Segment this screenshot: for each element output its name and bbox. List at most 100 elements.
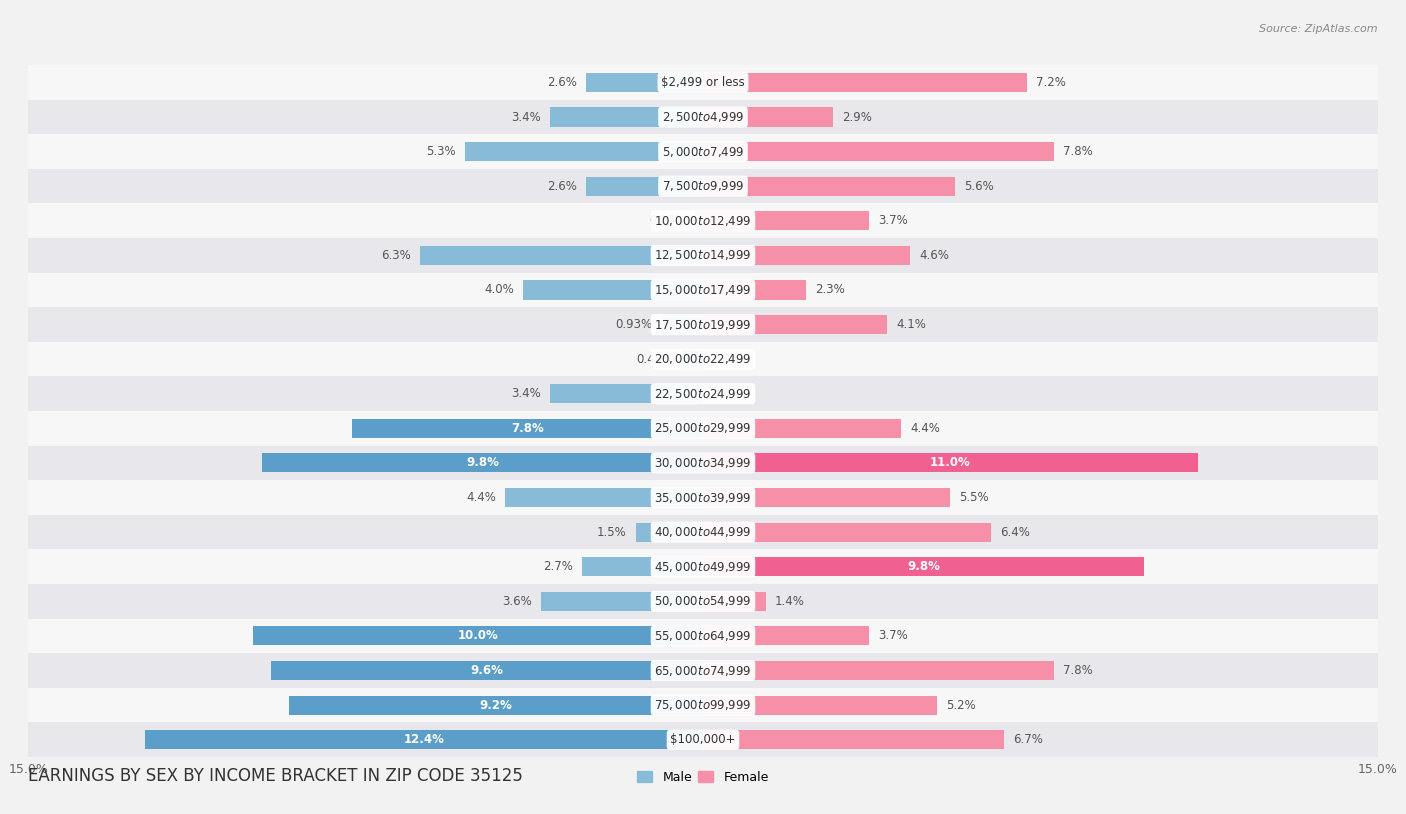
Text: 3.7%: 3.7% (879, 629, 908, 642)
Bar (28, 549, 1378, 584)
Bar (28, 307, 1378, 342)
Bar (505, 488, 703, 507)
Text: 4.4%: 4.4% (467, 491, 496, 504)
Bar (636, 523, 703, 541)
Text: 2.9%: 2.9% (842, 111, 872, 124)
Bar (703, 730, 1004, 749)
Text: $100,000+: $100,000+ (671, 733, 735, 746)
Bar (550, 107, 703, 126)
Bar (582, 558, 703, 576)
Text: 1.5%: 1.5% (596, 526, 627, 539)
Text: 1.4%: 1.4% (775, 595, 804, 608)
Text: 0.17%: 0.17% (650, 214, 686, 227)
Text: 3.7%: 3.7% (879, 214, 908, 227)
Text: 5.3%: 5.3% (426, 145, 456, 158)
Text: 3.4%: 3.4% (512, 387, 541, 400)
Text: $20,000 to $22,499: $20,000 to $22,499 (654, 352, 752, 366)
Text: 2.3%: 2.3% (815, 283, 845, 296)
Text: 0.0%: 0.0% (711, 387, 741, 400)
Text: 4.1%: 4.1% (897, 318, 927, 331)
Bar (28, 168, 1378, 204)
Text: 2.6%: 2.6% (547, 180, 576, 193)
Bar (586, 177, 703, 195)
Bar (703, 177, 955, 195)
Bar (28, 65, 1378, 99)
Bar (703, 453, 1198, 472)
Bar (262, 453, 703, 472)
Text: 7.2%: 7.2% (1036, 76, 1066, 89)
Text: Source: ZipAtlas.com: Source: ZipAtlas.com (1260, 24, 1378, 34)
Text: 9.8%: 9.8% (907, 560, 939, 573)
Text: $30,000 to $34,999: $30,000 to $34,999 (654, 456, 752, 470)
Bar (703, 315, 887, 334)
Text: 0.0%: 0.0% (711, 352, 741, 365)
Bar (703, 142, 1054, 161)
Text: 7.8%: 7.8% (1063, 664, 1092, 677)
Text: $17,500 to $19,999: $17,500 to $19,999 (654, 317, 752, 331)
Text: $25,000 to $29,999: $25,000 to $29,999 (654, 422, 752, 435)
Bar (253, 627, 703, 646)
Text: 6.7%: 6.7% (1014, 733, 1043, 746)
Bar (682, 350, 703, 369)
Text: 6.3%: 6.3% (381, 249, 411, 262)
Bar (352, 419, 703, 438)
Bar (703, 627, 869, 646)
Bar (696, 212, 703, 230)
Bar (28, 653, 1378, 688)
Text: $15,000 to $17,499: $15,000 to $17,499 (654, 283, 752, 297)
Bar (464, 142, 703, 161)
Bar (703, 661, 1054, 680)
Text: 5.2%: 5.2% (946, 698, 976, 711)
Text: $12,500 to $14,999: $12,500 to $14,999 (654, 248, 752, 262)
Text: $40,000 to $44,999: $40,000 to $44,999 (654, 525, 752, 539)
Text: 2.6%: 2.6% (547, 76, 576, 89)
Bar (541, 592, 703, 610)
Bar (703, 523, 991, 541)
Text: $50,000 to $54,999: $50,000 to $54,999 (654, 594, 752, 608)
Bar (703, 73, 1026, 92)
Bar (703, 212, 869, 230)
Bar (28, 204, 1378, 238)
Text: $55,000 to $64,999: $55,000 to $64,999 (654, 629, 752, 643)
Text: $7,500 to $9,999: $7,500 to $9,999 (662, 179, 744, 193)
Bar (703, 246, 910, 265)
Text: 6.4%: 6.4% (1000, 526, 1029, 539)
Text: 5.5%: 5.5% (959, 491, 988, 504)
Text: 2.7%: 2.7% (543, 560, 572, 573)
Text: 4.4%: 4.4% (910, 422, 939, 435)
Bar (28, 688, 1378, 723)
Text: 4.6%: 4.6% (920, 249, 949, 262)
Text: $5,000 to $7,499: $5,000 to $7,499 (662, 145, 744, 159)
Bar (28, 480, 1378, 514)
Bar (703, 419, 901, 438)
Text: $10,000 to $12,499: $10,000 to $12,499 (654, 214, 752, 228)
Bar (145, 730, 703, 749)
Text: 12.4%: 12.4% (404, 733, 444, 746)
Text: 4.0%: 4.0% (484, 283, 515, 296)
Text: 7.8%: 7.8% (512, 422, 544, 435)
Bar (703, 281, 807, 300)
Bar (523, 281, 703, 300)
Text: $65,000 to $74,999: $65,000 to $74,999 (654, 663, 752, 677)
Bar (28, 411, 1378, 445)
Text: $75,000 to $99,999: $75,000 to $99,999 (654, 698, 752, 712)
Text: 7.8%: 7.8% (1063, 145, 1092, 158)
Bar (550, 384, 703, 403)
Text: 0.46%: 0.46% (636, 352, 673, 365)
Bar (28, 273, 1378, 307)
Text: EARNINGS BY SEX BY INCOME BRACKET IN ZIP CODE 35125: EARNINGS BY SEX BY INCOME BRACKET IN ZIP… (28, 767, 523, 785)
Bar (28, 238, 1378, 273)
Text: 3.4%: 3.4% (512, 111, 541, 124)
Text: 11.0%: 11.0% (931, 457, 970, 470)
Bar (28, 584, 1378, 619)
Bar (703, 488, 950, 507)
Text: $22,500 to $24,999: $22,500 to $24,999 (654, 387, 752, 400)
Bar (28, 514, 1378, 549)
Bar (586, 73, 703, 92)
Bar (290, 696, 703, 715)
Bar (703, 696, 936, 715)
Text: $2,499 or less: $2,499 or less (661, 76, 745, 89)
Bar (28, 342, 1378, 376)
Text: 10.0%: 10.0% (458, 629, 498, 642)
Bar (28, 445, 1378, 480)
